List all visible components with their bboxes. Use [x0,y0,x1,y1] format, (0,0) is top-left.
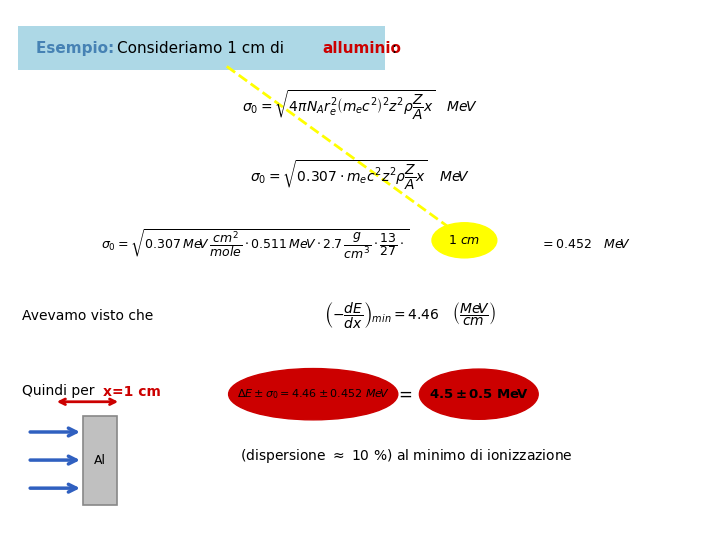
Bar [83,416,117,505]
Text: Quindi per: Quindi per [22,384,99,399]
Text: Esempio:: Esempio: [36,40,120,56]
Text: x=1 cm: x=1 cm [103,384,161,399]
Text: Consideriamo 1 cm di: Consideriamo 1 cm di [117,40,289,56]
Text: $\sigma_0 = \sqrt{0.307 \cdot m_e c^2 z^2 \rho \dfrac{Z}{A} x} \quad \mathit{Me\: $\sigma_0 = \sqrt{0.307 \cdot m_e c^2 z^… [250,159,470,192]
Text: Avevamo visto che: Avevamo visto che [22,309,153,323]
Ellipse shape [229,368,397,420]
Text: Al: Al [94,454,106,467]
Ellipse shape [432,222,497,258]
Text: alluminio: alluminio [323,40,402,56]
Text: $\sigma_0 = \sqrt{0.307\,\mathit{Me\!V}\,\dfrac{cm^2}{mole} \cdot 0.511\,\mathit: $\sigma_0 = \sqrt{0.307\,\mathit{Me\!V}\… [102,228,410,261]
Ellipse shape [419,369,539,419]
Text: $=$: $=$ [395,385,412,403]
Text: (dispersione $\approx$ 10 %) al minimo di ionizzazione: (dispersione $\approx$ 10 %) al minimo d… [240,447,573,465]
FancyBboxPatch shape [18,26,385,70]
Text: $\mathbf{4.5 \pm 0.5\ Me\!V}$: $\mathbf{4.5 \pm 0.5\ Me\!V}$ [429,388,528,401]
Text: $= 0.452 \quad \mathit{Me\!V}$: $= 0.452 \quad \mathit{Me\!V}$ [540,238,631,251]
Text: $\sigma_0 = \sqrt{4\pi N_A r_e^2 \left(m_e c^2\right)^2 z^2 \rho \dfrac{Z}{A} x}: $\sigma_0 = \sqrt{4\pi N_A r_e^2 \left(m… [242,89,478,122]
Text: $\left(-\dfrac{dE}{dx}\right)_{min} = 4.46 \quad \left(\dfrac{\mathit{Me\!V}}{cm: $\left(-\dfrac{dE}{dx}\right)_{min} = 4.… [324,301,497,331]
Text: $\Delta E \pm \sigma_0 = 4.46 \pm 0.452\ \mathit{Me\!V}$: $\Delta E \pm \sigma_0 = 4.46 \pm 0.452\… [237,387,390,401]
Text: :: : [391,40,396,56]
Text: $1\ cm$: $1\ cm$ [449,234,480,247]
